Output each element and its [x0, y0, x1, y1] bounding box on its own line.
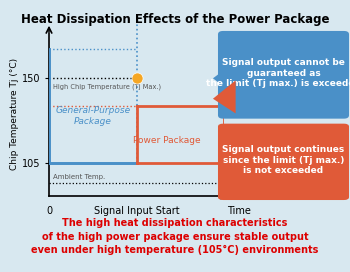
Text: Power Package: Power Package: [133, 136, 201, 145]
Text: 0: 0: [46, 206, 52, 216]
Polygon shape: [213, 63, 233, 94]
Polygon shape: [213, 80, 236, 113]
Text: Ambient Temp.: Ambient Temp.: [52, 174, 105, 180]
Text: General-Purpose
Package: General-Purpose Package: [55, 106, 130, 126]
Text: The high heat dissipation characteristics
of the high power package ensure stabl: The high heat dissipation characteristic…: [31, 218, 319, 255]
Text: High Chip Temperature (Tj Max.): High Chip Temperature (Tj Max.): [52, 83, 161, 90]
Text: Heat Dissipation Effects of the Power Package: Heat Dissipation Effects of the Power Pa…: [21, 13, 329, 26]
FancyBboxPatch shape: [218, 31, 349, 119]
Text: Signal output continues
since the limit (Tj max.)
is not exceeded: Signal output continues since the limit …: [222, 146, 345, 175]
FancyBboxPatch shape: [218, 124, 349, 200]
Text: Signal output cannot be
guaranteed as
the limit (Tj max.) is exceeded: Signal output cannot be guaranteed as th…: [206, 58, 350, 88]
Text: Time: Time: [228, 206, 251, 216]
Y-axis label: Chip Temperature Tj (°C): Chip Temperature Tj (°C): [10, 58, 19, 170]
Text: Signal Input Start: Signal Input Start: [94, 206, 179, 216]
